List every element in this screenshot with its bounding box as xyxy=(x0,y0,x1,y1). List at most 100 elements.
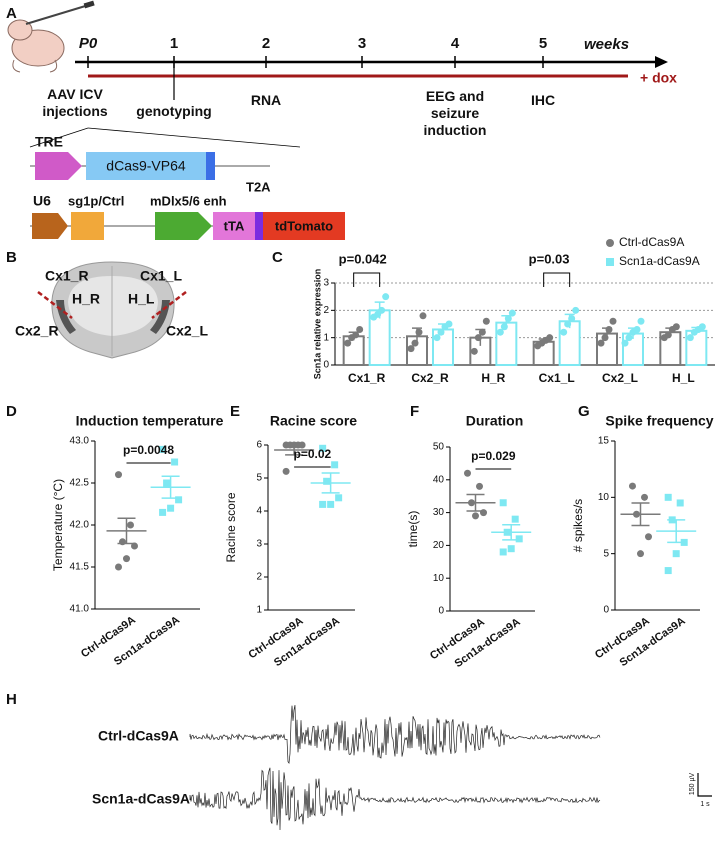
region-label: Cx1_L xyxy=(140,268,182,284)
data-point xyxy=(356,325,364,333)
x-tick-label: H_L xyxy=(672,371,695,385)
timeline-tick-label: 1 xyxy=(170,35,178,52)
region-label: Cx1_R xyxy=(45,268,89,284)
element-label: tTA xyxy=(224,218,245,233)
data-point xyxy=(282,467,290,475)
region-label: Cx2_R xyxy=(15,323,59,339)
data-point xyxy=(127,521,134,529)
data-point xyxy=(319,444,327,452)
x-tick-label: Scn1a-dCas9A xyxy=(618,615,688,669)
data-point xyxy=(319,500,327,508)
y-tick-label: 10 xyxy=(598,492,610,503)
element-label: T2A xyxy=(246,179,271,194)
data-point xyxy=(115,471,122,479)
scale-bar xyxy=(697,773,712,797)
data-point xyxy=(664,567,672,575)
mouse-illustration xyxy=(7,0,95,73)
data-point xyxy=(327,500,335,508)
chart-title: Induction temperature xyxy=(76,413,224,429)
x-tick-label: Cx1_L xyxy=(539,371,575,385)
sem-bar xyxy=(502,523,521,541)
data-point xyxy=(331,461,339,469)
y-tick-label: 3 xyxy=(256,539,262,550)
region-label: Cx2_L xyxy=(166,323,208,339)
y-tick-label: 41.0 xyxy=(70,604,90,615)
t2a-element xyxy=(255,212,263,240)
data-point xyxy=(504,315,512,323)
data-point xyxy=(344,339,352,347)
x-tick-label: Cx2_L xyxy=(602,371,638,385)
data-point xyxy=(437,328,445,336)
y-tick-label: 3 xyxy=(323,278,329,289)
legend-marker xyxy=(606,239,614,247)
y-tick-label: 20 xyxy=(433,540,445,551)
element-label: U6 xyxy=(33,193,51,209)
sem-bar xyxy=(321,472,340,494)
eeg-trace xyxy=(189,767,601,831)
data-point xyxy=(474,334,482,342)
y-tick-label: 40 xyxy=(433,474,445,485)
y-tick-label: 42.5 xyxy=(70,478,90,489)
data-point xyxy=(470,347,478,355)
data-point xyxy=(637,317,645,325)
data-point xyxy=(664,331,672,339)
data-point xyxy=(564,320,572,328)
data-point xyxy=(609,317,617,325)
p-value: p=0.029 xyxy=(471,449,516,463)
panel-label: E xyxy=(230,403,240,420)
data-point xyxy=(508,309,516,317)
data-point xyxy=(641,493,648,501)
legend-label: Ctrl-dCas9A xyxy=(619,235,684,249)
data-point xyxy=(645,533,652,541)
element-label: sg1p/Ctrl xyxy=(68,193,124,208)
data-point xyxy=(407,345,415,353)
y-tick-label: 30 xyxy=(433,507,445,518)
data-point xyxy=(676,499,684,507)
y-tick-label: 5 xyxy=(256,473,262,484)
x-tick-label: Scn1a-dCas9A xyxy=(453,616,523,670)
panel-label: C xyxy=(272,249,283,266)
data-point xyxy=(382,293,390,301)
timeline-tick-label: 3 xyxy=(358,35,366,52)
data-point xyxy=(633,325,641,333)
region-label: H_L xyxy=(128,291,155,307)
p-value: p=0.03 xyxy=(529,251,570,266)
data-point xyxy=(167,504,175,512)
y-tick-label: 0 xyxy=(603,605,609,616)
region-label: H_R xyxy=(72,291,100,307)
data-point xyxy=(445,320,453,328)
timeline-tick-label: 5 xyxy=(539,35,547,52)
significance-bracket xyxy=(353,272,381,287)
panel-label: A xyxy=(6,5,17,22)
data-point xyxy=(499,499,507,507)
data-point xyxy=(163,479,171,487)
x-tick-label: Cx2_R xyxy=(411,371,449,385)
tdtomato-element xyxy=(263,212,345,240)
data-point xyxy=(480,509,487,517)
data-point xyxy=(433,334,441,342)
event-label: EEG and seizure induction xyxy=(423,88,487,138)
data-point xyxy=(378,306,386,314)
legend-label: Scn1a-dCas9A xyxy=(619,254,700,268)
panel-label: H xyxy=(6,691,17,708)
data-point xyxy=(500,323,508,331)
y-tick-label: 0 xyxy=(323,360,329,371)
panel-label: F xyxy=(410,403,419,420)
data-point xyxy=(415,328,423,336)
data-point xyxy=(637,550,644,558)
data-point xyxy=(546,334,554,342)
element-label: dCas9-VP64 xyxy=(106,158,186,174)
event-label: RNA xyxy=(250,92,282,108)
y-tick-label: 4 xyxy=(256,506,262,517)
data-point xyxy=(672,550,680,558)
data-point xyxy=(664,493,672,501)
data-point xyxy=(568,315,576,323)
data-point xyxy=(507,545,515,553)
data-point xyxy=(686,334,694,342)
p-value: p=0.02 xyxy=(294,447,332,461)
data-point xyxy=(419,312,427,320)
data-point xyxy=(335,494,343,502)
y-axis-label: time(s) xyxy=(406,511,420,548)
data-point xyxy=(478,328,486,336)
sem-bar xyxy=(161,475,180,499)
